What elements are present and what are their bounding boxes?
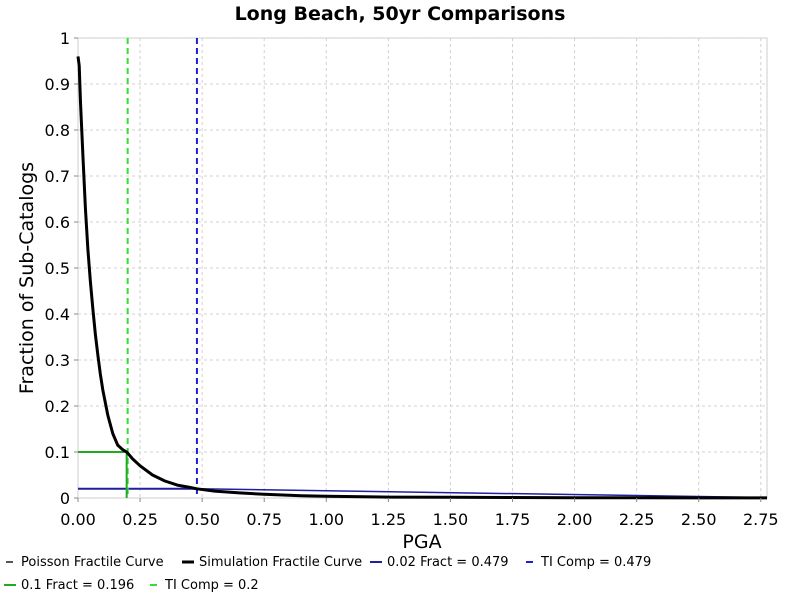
x-tick-label: 1.75 [495, 510, 531, 529]
y-tick-label: 0.9 [45, 75, 70, 94]
legend-label: TI Comp = 0.479 [540, 555, 651, 570]
reference-lines [78, 38, 768, 499]
y-tick-label: 0.7 [45, 167, 70, 186]
y-tick-label: 1 [60, 29, 70, 48]
series-layer [76, 56, 767, 500]
y-tick-label: 0.2 [45, 397, 70, 416]
y-axis-ticks: 0 0.1 0.2 0.3 0.4 0.5 0.6 0.7 0.8 0.9 1 [45, 29, 78, 508]
y-tick-label: 0.1 [45, 443, 70, 462]
x-tick-label: 2.00 [557, 510, 593, 529]
x-tick-label: 2.50 [681, 510, 717, 529]
legend-label: TI Comp = 0.2 [164, 578, 259, 593]
x-axis-ticks: 0.00 0.25 0.50 0.75 1.00 1.25 1.50 1.75 2.00 2.25… [60, 498, 779, 529]
x-tick-label: 0.75 [246, 510, 282, 529]
y-tick-label: 0.3 [45, 351, 70, 370]
chart-title: Long Beach, 50yr Comparisons [235, 3, 566, 25]
series-line-simulation-fractile-curve [76, 56, 767, 500]
y-tick-label: 0.8 [45, 121, 70, 140]
x-tick-label: 1.00 [308, 510, 344, 529]
y-tick-label: 0.4 [45, 305, 70, 324]
legend-label: 0.1 Fract = 0.196 [21, 578, 134, 593]
x-tick-label: 0.50 [184, 510, 220, 529]
x-tick-label: 0.25 [122, 510, 158, 529]
legend-label: 0.02 Fract = 0.479 [387, 555, 509, 570]
x-axis-label: PGA [402, 531, 441, 553]
x-tick-label: 1.25 [371, 510, 407, 529]
y-tick-label: 0.6 [45, 213, 70, 232]
legend: Poisson Fractile Curve Simulation Fractil… [4, 555, 651, 593]
x-tick-label: 2.25 [619, 510, 655, 529]
legend-label: Poisson Fractile Curve [21, 555, 164, 570]
x-tick-label: 0.00 [60, 510, 96, 529]
legend-label: Simulation Fractile Curve [199, 555, 362, 570]
y-axis-label: Fraction of Sub-Catalogs [16, 162, 38, 394]
x-tick-label: 2.75 [743, 510, 779, 529]
y-tick-label: 0.5 [45, 259, 70, 278]
x-tick-label: 1.50 [433, 510, 469, 529]
fract-0-02-tail-line [196, 488, 768, 499]
y-tick-label: 0 [60, 489, 70, 508]
